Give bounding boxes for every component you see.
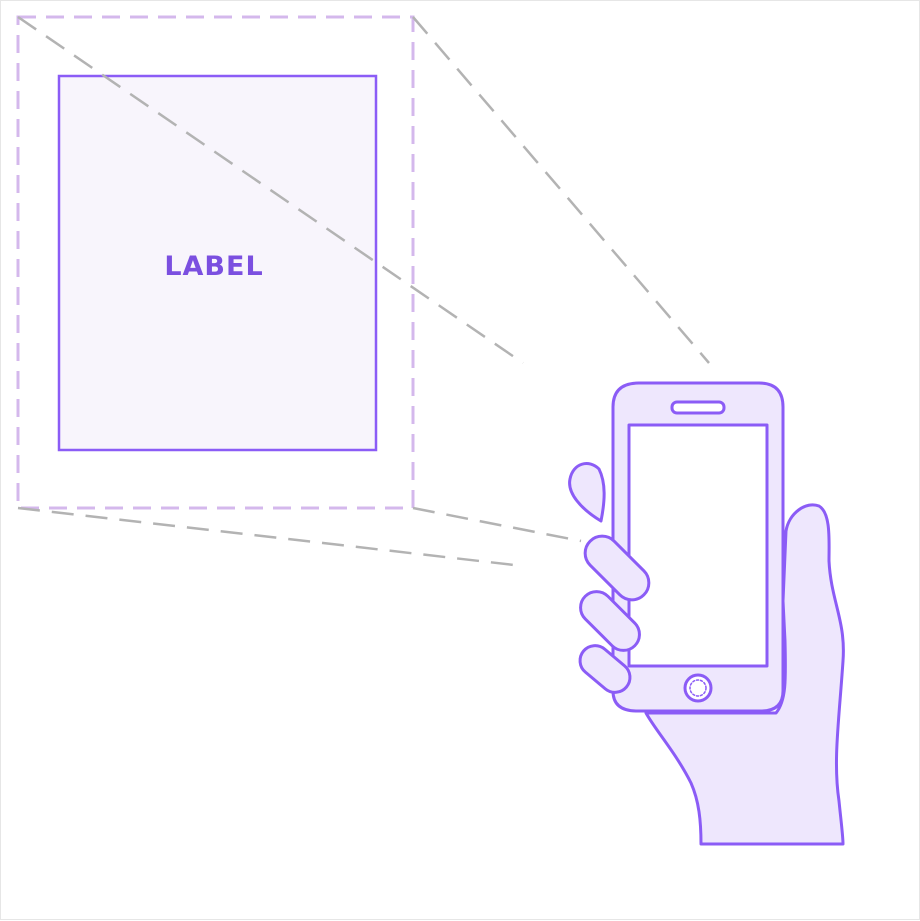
- label-card: [57, 74, 378, 452]
- label-text: LABEL: [164, 251, 263, 282]
- sight-line-bottom-left: [17, 506, 524, 568]
- home-button-inner: [689, 679, 707, 697]
- hand-finger-2: [579, 590, 641, 652]
- home-button-icon: [683, 673, 713, 703]
- hand-finger-3: [578, 644, 632, 694]
- hand-holding-phone-icon: [568, 381, 845, 846]
- sight-line-top-right: [412, 16, 710, 364]
- scan-frame: [16, 15, 415, 510]
- sight-line-top-left: [17, 15, 524, 365]
- hand-finger-1: [583, 534, 651, 602]
- hand-palm: [644, 503, 845, 846]
- phone-screen: [627, 423, 769, 668]
- hand-thumb: [568, 462, 606, 523]
- sight-line-bottom-right: [412, 506, 582, 543]
- phone-speaker: [670, 400, 726, 415]
- sight-lines: [17, 15, 710, 568]
